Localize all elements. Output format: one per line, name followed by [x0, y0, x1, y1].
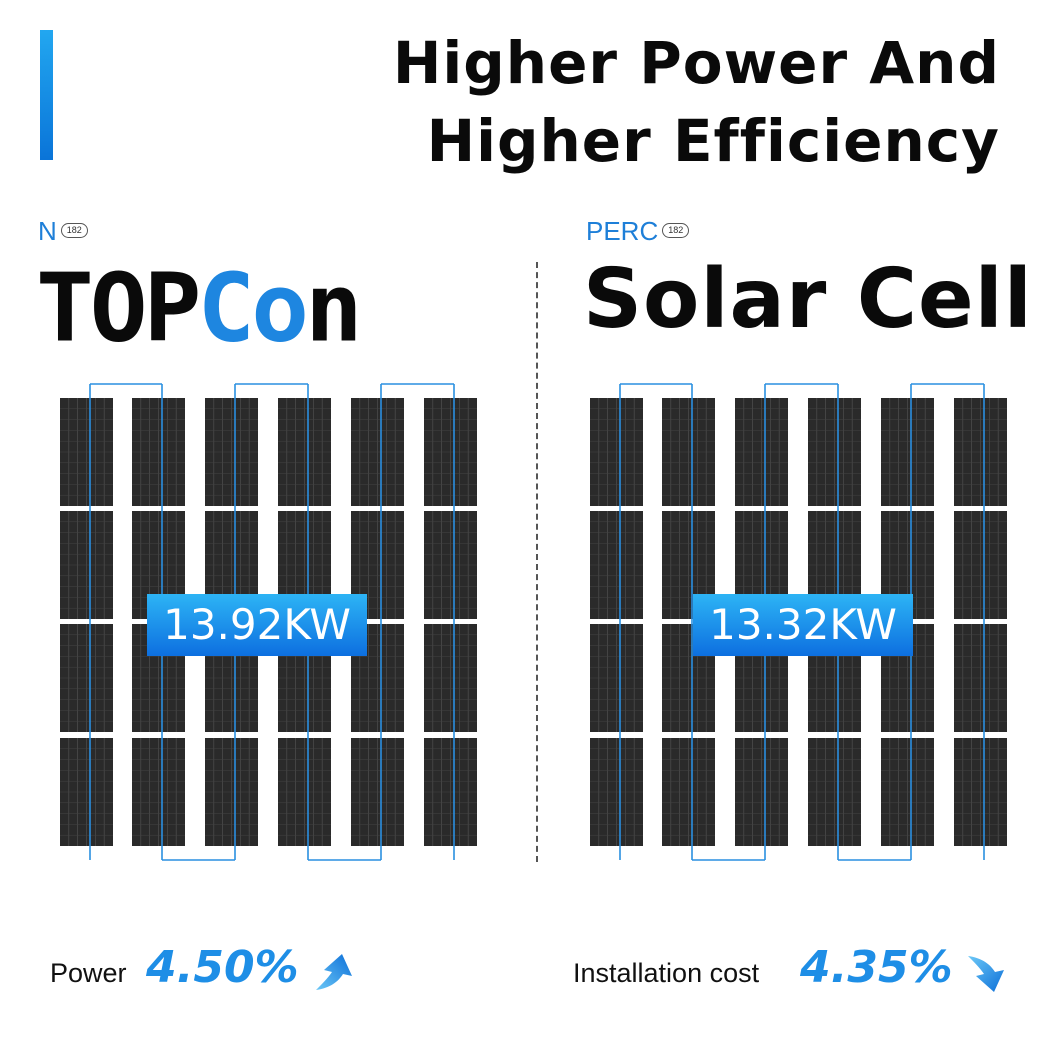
solar-panel: [351, 398, 404, 506]
solar-panel: [590, 738, 643, 846]
divider-line: [536, 262, 538, 862]
page-title: Higher Power And Higher Efficiency: [393, 24, 1000, 180]
solar-panel: [881, 398, 934, 506]
right-cell-type: PERC 182: [586, 216, 690, 247]
title-line-2: Higher Efficiency: [426, 107, 1000, 175]
solar-panel: [954, 511, 1007, 619]
solar-panel: [424, 398, 477, 506]
left-cell-type: N 182: [38, 216, 88, 247]
left-name-part-1: TOP: [36, 253, 201, 363]
left-kw-badge: 13.92KW: [147, 594, 367, 656]
solar-panel: [424, 738, 477, 846]
solar-panel: [60, 624, 113, 732]
arrow-up-icon: [316, 954, 352, 990]
right-tag: PERC: [586, 216, 659, 246]
solar-panel: [205, 398, 258, 506]
left-product-name: TOPCon: [36, 253, 363, 363]
solar-panel: [881, 738, 934, 846]
solar-panel: [735, 738, 788, 846]
right-kw-badge: 13.32KW: [693, 594, 913, 656]
solar-panel: [60, 738, 113, 846]
left-tag: N: [38, 216, 57, 246]
solar-panel: [735, 398, 788, 506]
left-size-chip: 182: [60, 222, 88, 238]
title-line-1: Higher Power And: [392, 29, 1000, 97]
solar-panel: [60, 511, 113, 619]
solar-panel: [954, 398, 1007, 506]
left-metric-label: Power: [50, 958, 127, 988]
left-name-part-3: n: [304, 253, 363, 363]
solar-panel: [205, 738, 258, 846]
solar-panel: [662, 398, 715, 506]
solar-panel: [590, 511, 643, 619]
solar-panel: [808, 398, 861, 506]
solar-panel: [808, 738, 861, 846]
solar-panel: [132, 738, 185, 846]
solar-panel: [278, 398, 331, 506]
right-size-chip: 182: [662, 222, 690, 238]
solar-panel: [424, 624, 477, 732]
solar-panel: [954, 624, 1007, 732]
solar-panel: [132, 398, 185, 506]
solar-panel: [590, 398, 643, 506]
left-name-part-2: Co: [197, 253, 309, 363]
solar-panel: [662, 738, 715, 846]
arrow-down-icon: [968, 956, 1004, 992]
right-product-name: Solar Cell: [583, 252, 1033, 347]
right-metric-value: 4.35%: [800, 942, 953, 993]
solar-panel: [590, 624, 643, 732]
solar-panel: [424, 511, 477, 619]
solar-panel: [954, 738, 1007, 846]
solar-panel: [278, 738, 331, 846]
solar-panel: [60, 398, 113, 506]
right-metric-label: Installation cost: [573, 958, 760, 988]
left-metric-value: 4.50%: [146, 942, 299, 993]
solar-panel: [351, 738, 404, 846]
accent-bar: [40, 30, 53, 160]
